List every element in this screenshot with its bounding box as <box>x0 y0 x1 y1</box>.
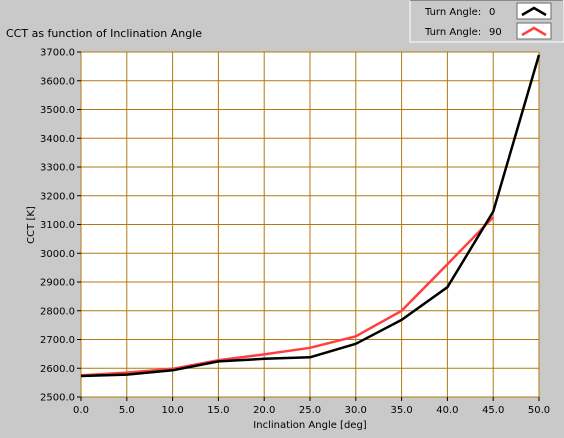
y-tick-label-0: 2500.0 <box>40 393 75 404</box>
legend-label-0: Turn Angle: <box>424 7 481 18</box>
x-tick-label-9: 45.0 <box>482 405 504 416</box>
x-tick-label-5: 25.0 <box>299 405 321 416</box>
chart-title: CCT as function of Inclination Angle <box>6 27 202 40</box>
x-axis: 0.0 5.0 10.0 15.0 20.0 25.0 30.0 35.0 40.0 45.0 50… <box>73 397 550 416</box>
y-tick-label-5: 3000.0 <box>40 249 75 260</box>
legend-swatch-1 <box>516 22 552 40</box>
x-tick-label-8: 40.0 <box>436 405 458 416</box>
y-tick-label-12: 3700.0 <box>40 48 75 59</box>
x-tick-label-7: 35.0 <box>390 405 412 416</box>
legend-swatch-0 <box>516 2 552 20</box>
legend-line-1 <box>521 26 547 37</box>
x-tick-label-2: 10.0 <box>161 405 183 416</box>
y-tick-label-7: 3200.0 <box>40 191 75 202</box>
x-tick-label-6: 30.0 <box>345 405 367 416</box>
legend-entry-1: Turn Angle: 90 <box>424 22 552 40</box>
x-axis-label: Inclination Angle [deg] <box>253 420 367 431</box>
x-tick-label-1: 5.0 <box>119 405 135 416</box>
x-tick-label-3: 15.0 <box>207 405 229 416</box>
grid <box>80 51 540 398</box>
x-tick-label-0: 0.0 <box>73 405 89 416</box>
y-tick-label-2: 2700.0 <box>40 335 75 346</box>
y-tick-label-1: 2600.0 <box>40 364 75 375</box>
legend: Turn Angle: 0 Turn Angle: 90 <box>409 0 564 43</box>
y-tick-label-10: 3500.0 <box>40 105 75 116</box>
legend-entry-0: Turn Angle: 0 <box>424 2 552 20</box>
y-tick-label-6: 3100.0 <box>40 220 75 231</box>
series-line-0 <box>80 54 541 378</box>
legend-value-0: 0 <box>489 7 495 18</box>
y-tick-label-9: 3400.0 <box>40 134 75 145</box>
x-tick-label-10: 50.0 <box>528 405 550 416</box>
series-line-1 <box>80 216 495 377</box>
legend-line-0 <box>521 6 547 17</box>
y-tick-label-4: 2900.0 <box>40 278 75 289</box>
y-tick-label-8: 3300.0 <box>40 163 75 174</box>
y-axis-label: CCT [K] <box>26 206 37 244</box>
legend-value-1: 90 <box>489 27 502 38</box>
y-axis: 2500.0 2600.0 2700.0 2800.0 2900.0 3000.0 3100… <box>40 48 81 404</box>
x-tick-label-4: 20.0 <box>253 405 275 416</box>
series-layer <box>80 54 541 378</box>
y-tick-label-3: 2800.0 <box>40 306 75 317</box>
y-tick-label-11: 3600.0 <box>40 76 75 87</box>
legend-label-1: Turn Angle: <box>424 27 481 38</box>
